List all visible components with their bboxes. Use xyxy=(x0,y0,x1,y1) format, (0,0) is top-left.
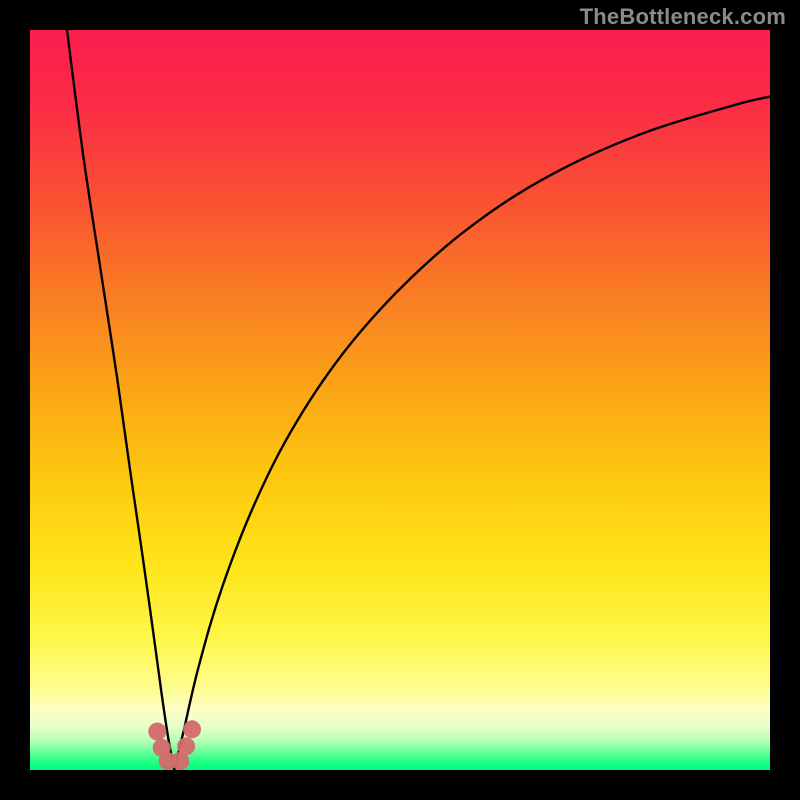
marker-point xyxy=(183,720,201,738)
bottleneck-chart xyxy=(0,0,800,800)
watermark-text: TheBottleneck.com xyxy=(580,4,786,30)
chart-container: TheBottleneck.com xyxy=(0,0,800,800)
marker-point xyxy=(148,723,166,741)
plot-background xyxy=(30,30,770,770)
marker-point xyxy=(177,737,195,755)
